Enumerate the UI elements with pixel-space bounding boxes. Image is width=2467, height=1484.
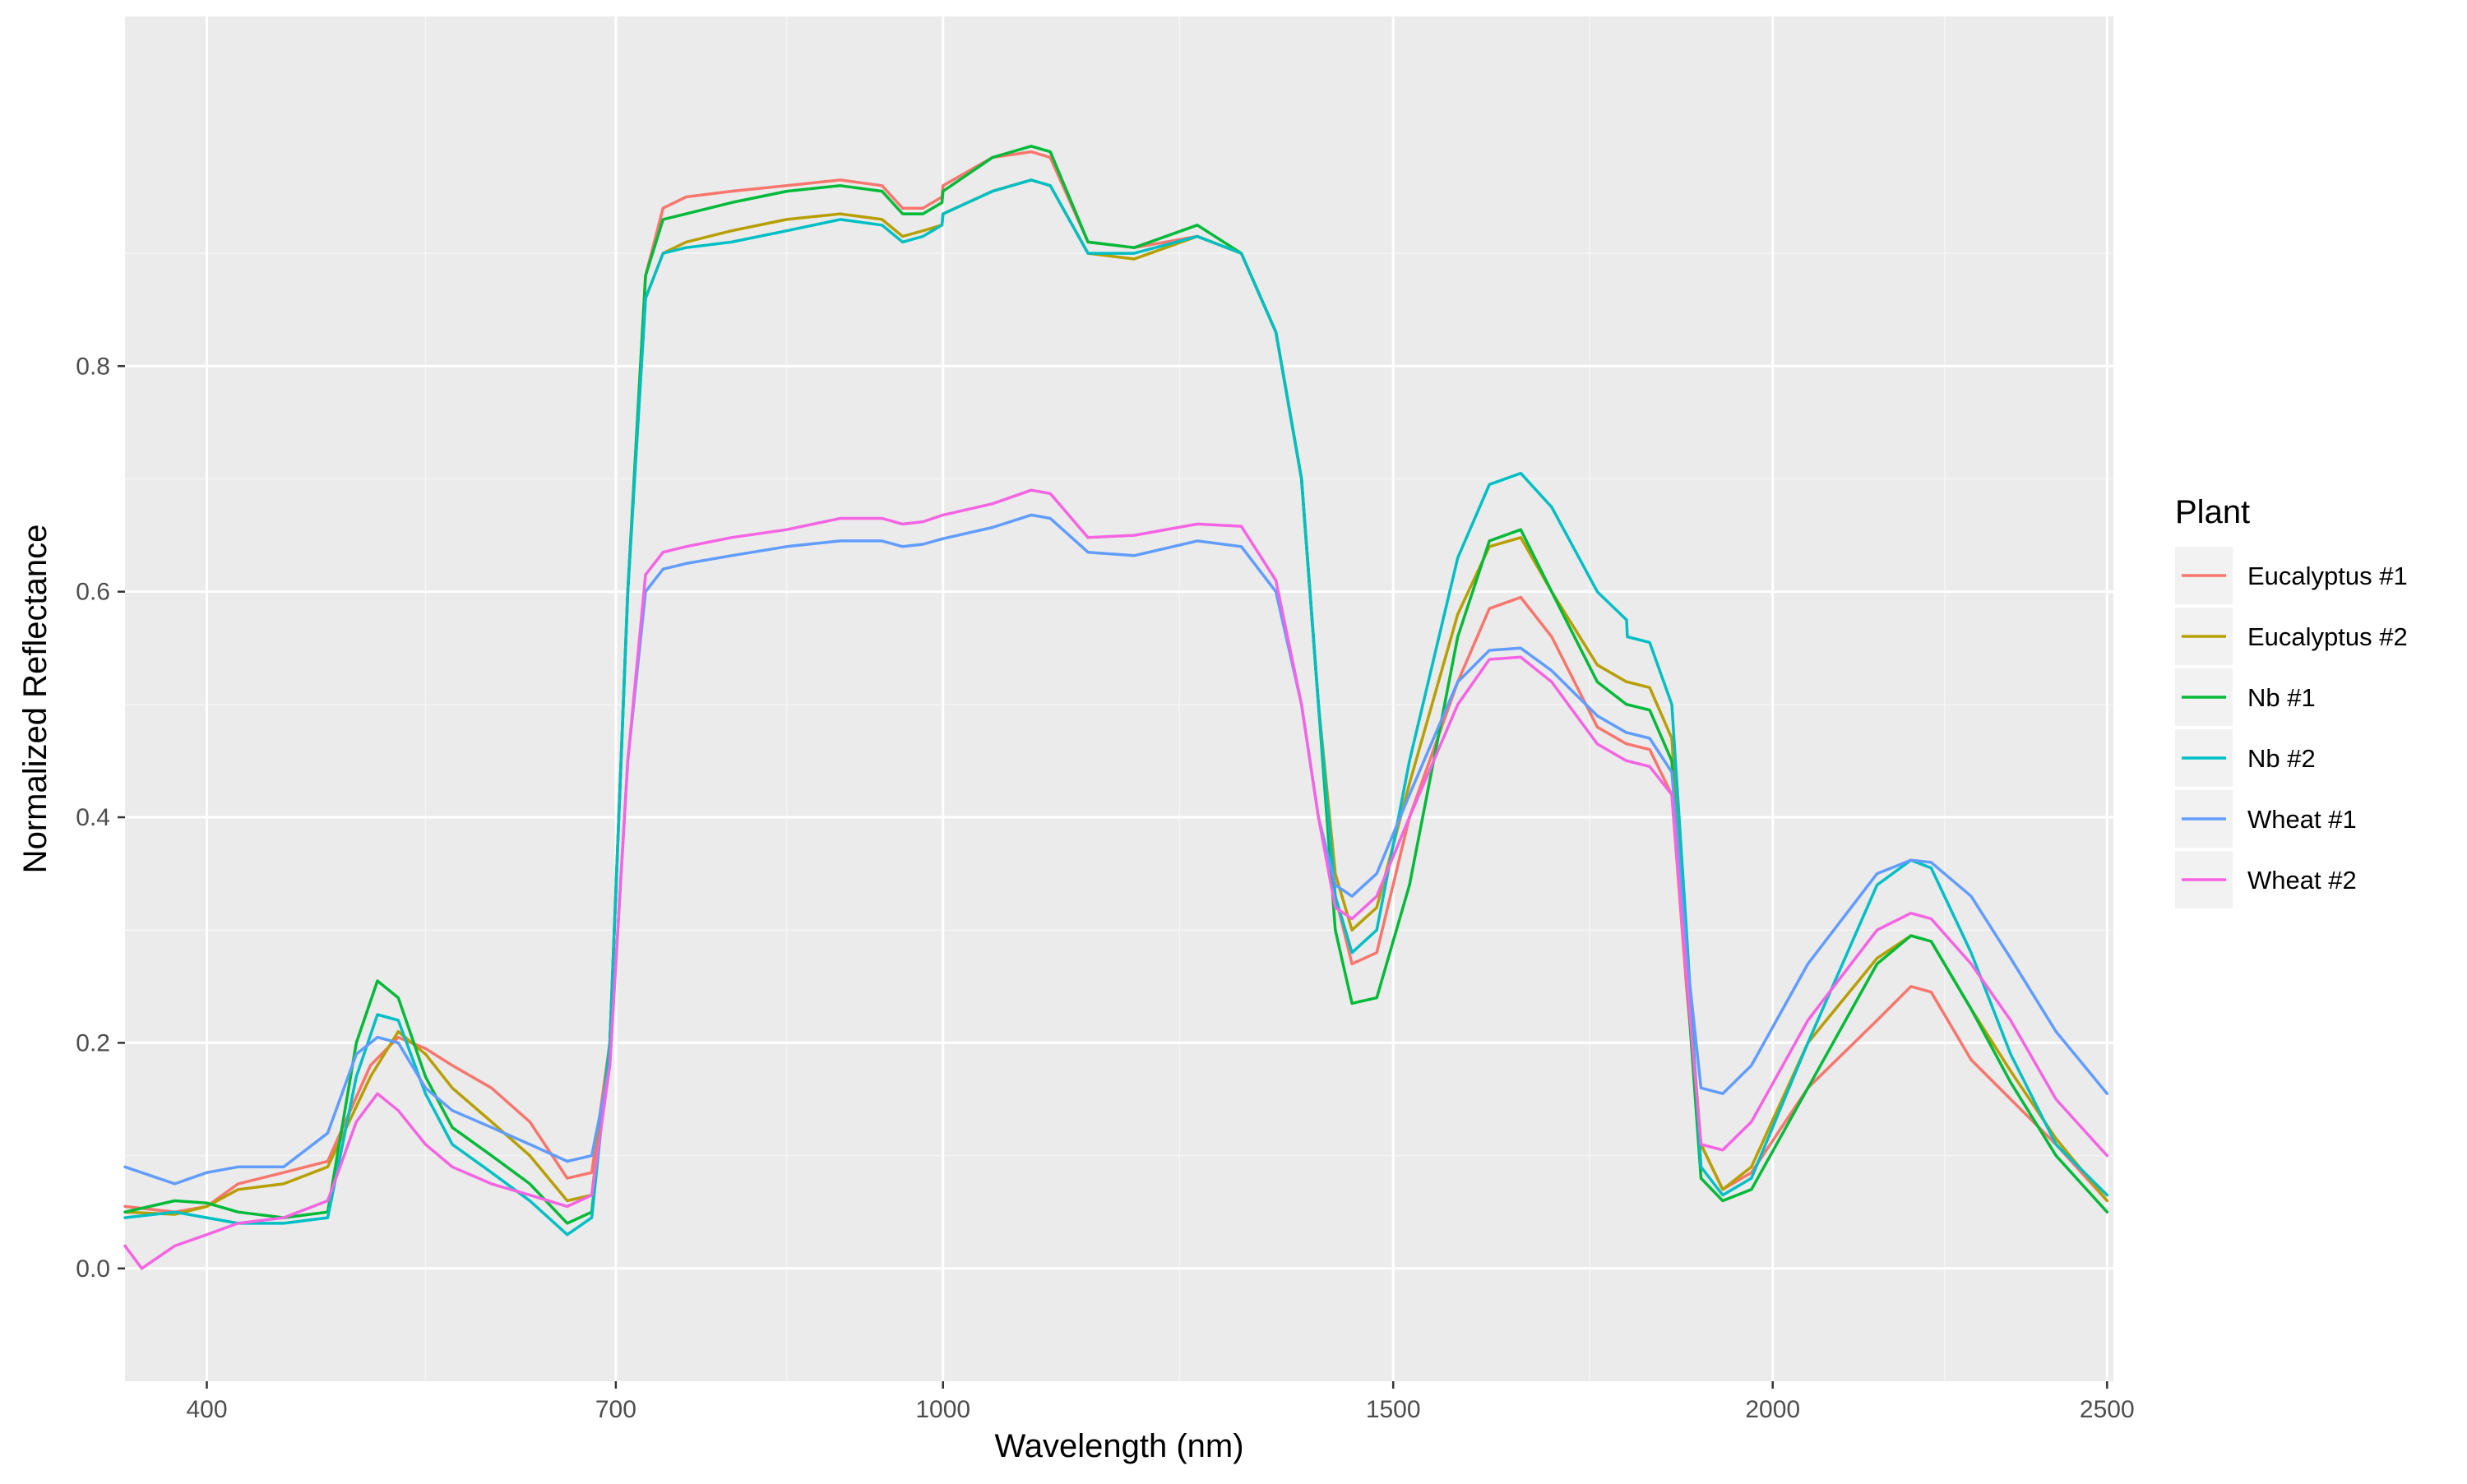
- x-tick-label: 700: [595, 1396, 636, 1423]
- legend-item: Eucalyptus #1: [2175, 547, 2408, 604]
- legend-label: Nb #2: [2247, 744, 2316, 773]
- legend-item: Eucalyptus #2: [2175, 608, 2408, 665]
- legend-item: Wheat #1: [2175, 790, 2357, 848]
- grid-major: [125, 16, 2113, 1381]
- legend-item: Wheat #2: [2175, 851, 2357, 908]
- x-tick-label: 1000: [915, 1396, 970, 1423]
- legend-label: Wheat #2: [2247, 866, 2357, 895]
- legend-label: Nb #1: [2247, 683, 2316, 712]
- x-axis-title: Wavelength (nm): [994, 1428, 1243, 1464]
- y-tick-label: 0.4: [76, 804, 110, 831]
- legend: Plant Eucalyptus #1 Eucalyptus #2 Nb #1 Nb …: [2175, 494, 2408, 908]
- y-tick-label: 0.0: [76, 1255, 110, 1283]
- x-tick-label: 2500: [2080, 1396, 2135, 1423]
- series-line-wheat-2: [123, 488, 2109, 1270]
- y-axis: 0.0 0.2 0.4 0.6 0.8: [76, 353, 125, 1283]
- legend-item: Nb #2: [2175, 729, 2316, 787]
- legend-items: Eucalyptus #1 Eucalyptus #2 Nb #1 Nb #2 Whea…: [2175, 547, 2408, 908]
- legend-title: Plant: [2175, 494, 2250, 530]
- legend-label: Eucalyptus #1: [2247, 562, 2408, 590]
- x-tick-label: 400: [186, 1396, 227, 1423]
- series-lines: [123, 145, 2109, 1270]
- y-axis-title: Normalized Reflectance: [17, 525, 53, 874]
- y-tick-label: 0.8: [76, 353, 110, 380]
- legend-label: Eucalyptus #2: [2247, 622, 2408, 651]
- plot-panel: [125, 16, 2113, 1381]
- legend-label: Wheat #1: [2247, 805, 2357, 834]
- y-tick-label: 0.2: [76, 1029, 110, 1056]
- series-line-wheat-1: [123, 513, 2109, 1186]
- x-tick-label: 2000: [1745, 1396, 1800, 1423]
- x-axis: 400 700 1000 1500 2000 2500: [186, 1381, 2135, 1423]
- y-tick-label: 0.6: [76, 579, 110, 606]
- x-tick-label: 1500: [1366, 1396, 1421, 1423]
- legend-item: Nb #1: [2175, 668, 2316, 726]
